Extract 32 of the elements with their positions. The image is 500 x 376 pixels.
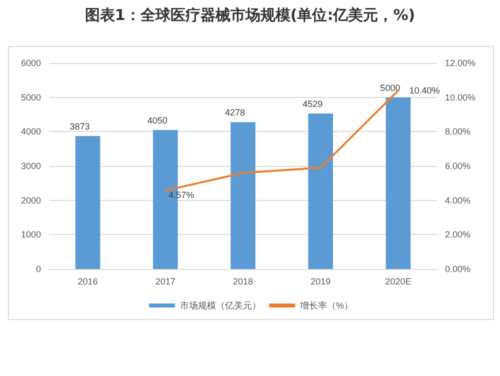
legend-label: 增长率（%）	[299, 300, 354, 310]
y-tick-label: 2000	[20, 195, 41, 206]
legend-label: 市场规模（亿美元）	[180, 300, 261, 310]
chart-title: 图表1：全球医疗器械市场规模(单位:亿美元，%)	[84, 6, 416, 25]
y-tick-label: 6000	[20, 58, 41, 68]
y2-tick-label: 10.00%	[445, 92, 476, 102]
y2-tick-label: 4.00%	[445, 195, 471, 206]
y2-tick-label: 8.00%	[445, 126, 471, 137]
data-label: 4529	[302, 99, 323, 110]
x-tick-label: 2020E	[385, 276, 412, 286]
data-label: 4278	[224, 108, 246, 118]
y2-tick-label: 12.00%	[445, 58, 476, 68]
data-label: 5000	[380, 82, 400, 93]
x-tick-label: 2018	[232, 276, 254, 286]
y2-tick-label: 0.00%	[445, 264, 471, 274]
bar	[75, 136, 100, 269]
y2-tick-label: 2.00%	[445, 230, 471, 240]
y-tick-label: 4000	[20, 126, 41, 137]
y2-tick-label: 6.00%	[445, 161, 471, 171]
x-tick-label: 2016	[78, 276, 98, 286]
y-tick-label: 0	[36, 264, 41, 274]
y-tick-label: 1000	[20, 230, 41, 240]
data-label: 10.40%	[409, 85, 440, 96]
x-tick-label: 2017	[155, 276, 176, 286]
data-label: 3873	[70, 122, 90, 132]
x-tick-label: 2019	[310, 276, 331, 286]
bar	[386, 97, 411, 269]
y-tick-label: 5000	[20, 92, 41, 102]
y-tick-label: 3000	[20, 161, 41, 171]
bar	[308, 114, 334, 269]
bar	[230, 122, 256, 269]
data-label: 4050	[147, 115, 168, 126]
